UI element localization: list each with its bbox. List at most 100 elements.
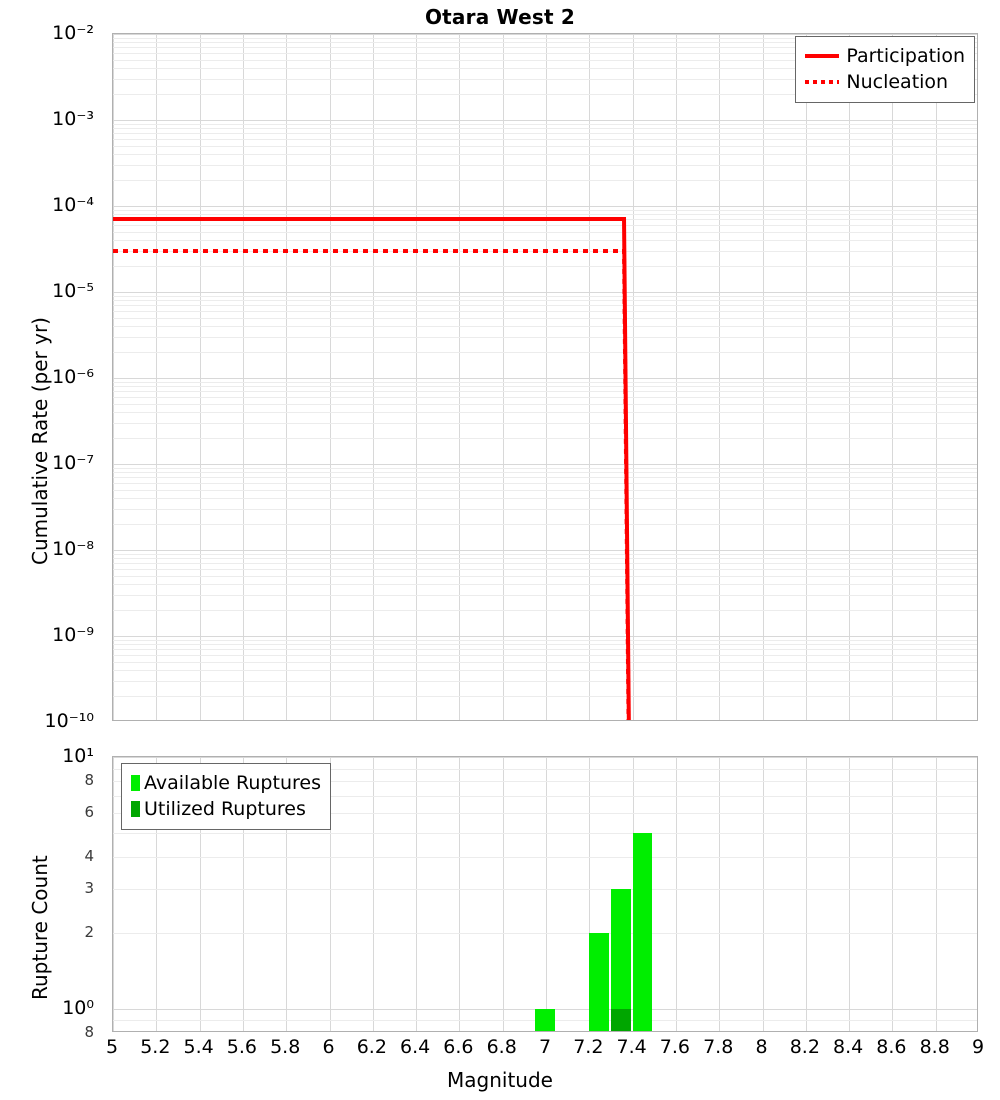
y-tick-label: 8	[84, 1023, 94, 1041]
gridline-horizontal-minor	[113, 594, 977, 596]
gridline-vertical	[199, 757, 201, 1031]
gridline-horizontal	[113, 292, 977, 293]
top-series-layer	[113, 34, 977, 720]
gridline-horizontal-minor	[113, 240, 977, 242]
bottom-series-layer	[113, 757, 977, 1031]
bar-available-ruptures	[610, 888, 631, 1031]
x-tick-label: 6.2	[356, 1036, 387, 1058]
gridline-horizontal-minor	[113, 610, 977, 612]
y-tick-label: 10¹	[62, 745, 94, 767]
gridline-horizontal	[113, 464, 977, 465]
gridline-horizontal-minor	[113, 812, 977, 814]
y-tick-label: 10⁻¹⁰	[44, 710, 94, 732]
y-tick-label: 10⁻⁴	[52, 194, 94, 216]
gridline-horizontal-minor	[113, 311, 977, 313]
gridline-vertical	[459, 757, 461, 1031]
y-tick-label: 10⁻⁵	[52, 280, 94, 302]
gridline-horizontal-minor	[113, 300, 977, 302]
gridline-horizontal-minor	[113, 266, 977, 268]
gridline-horizontal-minor	[113, 768, 977, 770]
gridline-horizontal-minor	[113, 381, 977, 383]
gridline-horizontal-minor	[113, 832, 977, 834]
gridline-horizontal-minor	[113, 508, 977, 510]
legend-item-nucleation[interactable]: Nucleation	[805, 69, 965, 95]
gridline-horizontal-minor	[113, 781, 977, 783]
gridline-horizontal-minor	[113, 888, 977, 890]
gridline-horizontal-minor	[113, 403, 977, 405]
legend-label-utilized-ruptures: Utilized Ruptures	[144, 798, 306, 820]
y-axis-label-cumulative-rate: Cumulative Rate (per yr)	[28, 317, 52, 565]
y-tick-label: 10⁻⁹	[52, 624, 94, 646]
gridline-horizontal	[113, 636, 977, 637]
legend-item-participation[interactable]: Participation	[805, 43, 965, 69]
dotted-line-icon	[805, 69, 840, 95]
gridline-horizontal-minor	[113, 209, 977, 211]
gridline-vertical	[242, 757, 244, 1031]
gridline-horizontal-minor	[113, 68, 977, 70]
gridline-horizontal-minor	[113, 639, 977, 641]
gridline-vertical	[156, 34, 158, 720]
gridline-horizontal-minor	[113, 670, 977, 672]
gridline-horizontal-minor	[113, 128, 977, 130]
legend-item-available-ruptures[interactable]: Available Ruptures	[131, 770, 321, 796]
gridline-vertical	[762, 757, 764, 1031]
gridline-horizontal-minor	[113, 78, 977, 80]
gridline-horizontal-minor	[113, 180, 977, 182]
x-tick-label: 8	[755, 1036, 768, 1058]
gridline-vertical	[892, 757, 894, 1031]
gridline-horizontal-minor	[113, 412, 977, 414]
gridline-horizontal-minor	[113, 932, 977, 934]
gridline-vertical	[675, 34, 677, 720]
utilized-swatch-icon	[131, 801, 140, 817]
legend-cumulative-rate: Participation Nucleation	[795, 36, 975, 103]
x-tick-label: 5.2	[140, 1036, 171, 1058]
gridline-vertical	[719, 757, 721, 1031]
gridline-vertical	[329, 757, 331, 1031]
gridline-horizontal-minor	[113, 397, 977, 399]
gridline-vertical	[589, 757, 591, 1031]
gridline-vertical	[113, 757, 114, 1031]
gridline-horizontal-minor	[113, 483, 977, 485]
gridline-vertical	[502, 34, 504, 720]
y-tick-label: 3	[84, 878, 94, 897]
x-tick-label: 8.8	[919, 1036, 950, 1058]
legend-item-utilized-ruptures[interactable]: Utilized Ruptures	[131, 796, 321, 822]
x-tick-label: 7.4	[616, 1036, 647, 1058]
gridline-horizontal-minor	[113, 42, 977, 44]
gridline-horizontal-minor	[113, 139, 977, 141]
y-tick-label: 10⁻⁶	[52, 366, 94, 388]
gridline-horizontal-minor	[113, 644, 977, 646]
gridline-horizontal-minor	[113, 438, 977, 440]
gridline-vertical	[762, 34, 764, 720]
x-tick-label: 7.2	[573, 1036, 604, 1058]
bar-available-ruptures	[632, 832, 653, 1031]
x-tick-label: 8.4	[832, 1036, 864, 1058]
x-tick-label: 5.4	[183, 1036, 214, 1058]
page-title: Otara West 2	[424, 5, 576, 29]
gridline-vertical	[156, 757, 158, 1031]
gridline-vertical	[372, 757, 374, 1031]
x-tick-label: 9	[971, 1036, 985, 1058]
y-tick-label: 10⁻⁸	[52, 538, 94, 560]
x-tick-label: 8.2	[789, 1036, 820, 1058]
gridline-horizontal	[113, 120, 977, 121]
gridline-vertical	[935, 757, 937, 1031]
gridline-vertical	[286, 757, 288, 1031]
gridline-vertical	[459, 34, 461, 720]
x-tick-label: 6	[322, 1036, 335, 1058]
gridline-horizontal-minor	[113, 305, 977, 307]
gridline-horizontal-minor	[113, 37, 977, 39]
gridline-horizontal-minor	[113, 696, 977, 698]
gridline-vertical	[199, 34, 201, 720]
y-tick-label: 10⁰	[62, 996, 94, 1019]
gridline-horizontal-minor	[113, 133, 977, 135]
x-tick-label: 6.8	[486, 1036, 517, 1058]
y-tick-label: 8	[84, 771, 94, 790]
gridline-vertical	[935, 34, 937, 720]
bar-available-ruptures	[535, 1008, 555, 1031]
top-y-tick-labels: 10⁻² 10⁻³ 10⁻⁴ 10⁻⁵ 10⁻⁶ 10⁻⁷ 10⁻⁸ 10⁻⁹ 10⁻¹⁰	[0, 22, 104, 732]
gridline-vertical	[805, 34, 807, 720]
gridline-horizontal-minor	[113, 391, 977, 393]
gridline-horizontal	[113, 34, 977, 35]
